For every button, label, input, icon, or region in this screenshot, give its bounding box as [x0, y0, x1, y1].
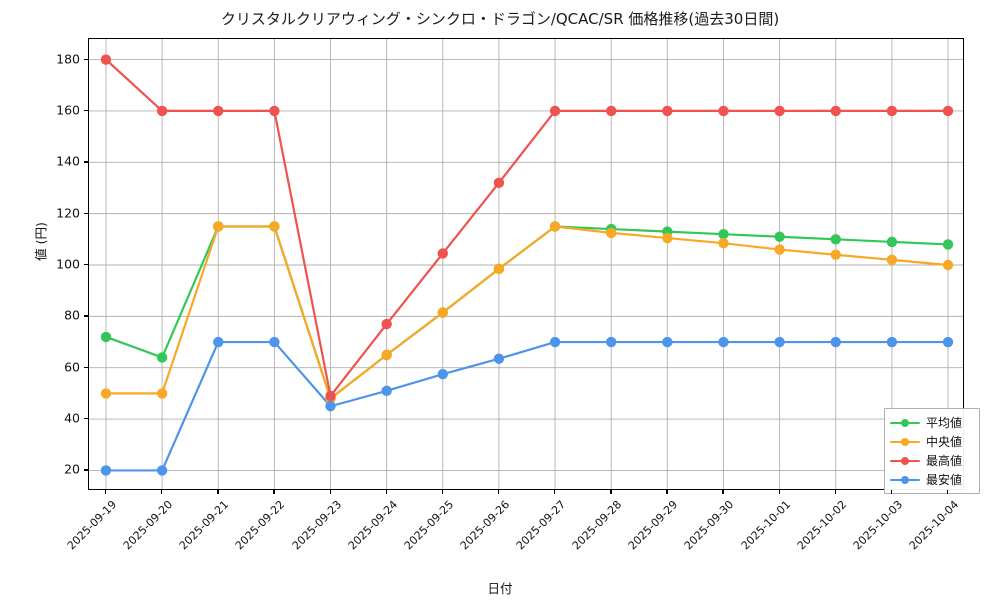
- x-tick-mark: [610, 490, 612, 494]
- y-tick-label: 60: [64, 359, 80, 375]
- y-tick-mark: [84, 212, 88, 214]
- x-tick-mark: [441, 490, 444, 494]
- x-tick-mark: [104, 490, 107, 494]
- x-tick-mark: [834, 490, 837, 494]
- y-tick-mark: [84, 264, 88, 266]
- legend-label: 平均値: [926, 416, 963, 430]
- x-tick-mark: [217, 490, 219, 494]
- y-axis-ticks: 20 40 60 80 100 120 140 160 180: [36, 38, 80, 490]
- x-tick-mark: [890, 490, 893, 494]
- x-tick-mark: [554, 490, 556, 494]
- y-tick-label: 40: [64, 410, 80, 426]
- y-tick-mark: [84, 366, 88, 369]
- y-tick-mark: [84, 469, 88, 471]
- x-tick-mark: [161, 490, 163, 494]
- x-tick-mark: [778, 490, 780, 494]
- legend-swatch-icon: [890, 417, 920, 429]
- chart-legend: 平均値中央値最高値最安値: [884, 408, 980, 494]
- y-tick-mark: [84, 161, 88, 163]
- x-tick-mark: [273, 490, 275, 494]
- y-tick-mark: [84, 58, 88, 60]
- chart-canvas: [89, 39, 963, 489]
- x-axis-label: 日付: [487, 581, 513, 596]
- plot-area: [88, 38, 964, 490]
- x-tick-mark: [385, 490, 387, 494]
- legend-item-1[interactable]: 中央値: [890, 432, 974, 451]
- y-tick-label: 120: [56, 205, 80, 221]
- legend-swatch-icon: [890, 474, 920, 486]
- legend-item-2[interactable]: 最高値: [890, 451, 974, 470]
- legend-swatch-icon: [890, 455, 920, 467]
- x-tick-mark: [666, 490, 668, 494]
- legend-item-3[interactable]: 最安値: [890, 470, 974, 489]
- legend-swatch-icon: [890, 436, 920, 448]
- chart-title: クリスタルクリアウィング・シンクロ・ドラゴン/QCAC/SR 価格推移(過去30…: [220, 10, 780, 28]
- legend-item-0[interactable]: 平均値: [890, 413, 974, 432]
- x-tick-mark: [329, 490, 331, 494]
- x-tick-mark: [497, 490, 500, 494]
- x-tick-mark: [947, 490, 949, 494]
- legend-label: 中央値: [926, 435, 963, 449]
- legend-label: 最安値: [926, 473, 963, 487]
- x-tick-mark: [722, 490, 724, 494]
- y-tick-label: 80: [64, 307, 80, 323]
- y-tick-label: 160: [56, 102, 80, 118]
- y-tick-mark: [84, 315, 88, 317]
- legend-label: 最高値: [926, 454, 963, 468]
- y-tick-label: 100: [56, 256, 80, 272]
- y-tick-label: 140: [56, 153, 80, 169]
- y-tick-mark: [84, 109, 88, 112]
- y-tick-label: 20: [64, 461, 80, 477]
- y-tick-label: 180: [56, 51, 80, 67]
- y-tick-mark: [84, 418, 88, 420]
